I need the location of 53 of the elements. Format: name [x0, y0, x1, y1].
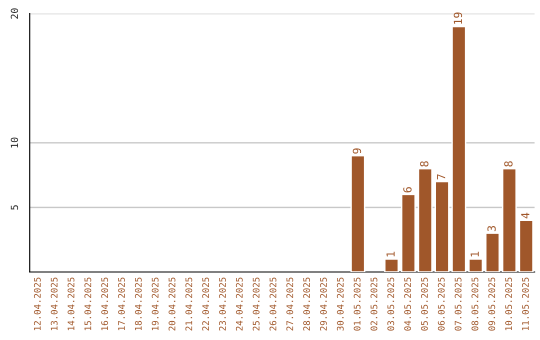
data-label: 7	[437, 174, 446, 180]
data-label: 19	[454, 12, 462, 24]
x-tick-label: 06.05.2025	[438, 278, 445, 331]
x-tick-label: 18.04.2025	[134, 278, 142, 330]
x-tick-label: 26.04.2025	[270, 278, 276, 331]
x-tick-label: 07.05.2025	[454, 278, 462, 331]
bar	[350, 155, 366, 272]
x-tick-label: 15.04.2025	[84, 278, 92, 330]
bar	[468, 258, 484, 272]
x-tick-label: 19.04.2025	[152, 278, 159, 330]
x-tick-label: 11.05.2025	[522, 278, 529, 330]
x-tick-label: 17.04.2025	[118, 278, 125, 330]
bar	[400, 194, 416, 272]
x-tick-label: 10.05.2025	[505, 278, 512, 330]
y-tick-label: 10	[10, 138, 18, 148]
x-tick-label: 20.04.2025	[168, 278, 176, 331]
x-tick-label: 08.05.2025	[472, 278, 478, 331]
x-tick-label: 21.04.2025	[185, 278, 192, 331]
x-tick-label: 03.05.2025	[387, 278, 394, 331]
bar	[418, 168, 433, 272]
data-label: 9	[352, 148, 362, 154]
data-label: 3	[487, 226, 496, 232]
x-tick-label: 29.04.2025	[320, 278, 327, 331]
x-tick-label: 22.04.2025	[202, 278, 210, 331]
x-tick-label: 25.04.2025	[252, 278, 260, 331]
data-label: 1	[386, 252, 395, 256]
y-tick-label: 20	[10, 8, 18, 19]
x-tick-label: 13.04.2025	[50, 278, 58, 330]
data-label: 8	[504, 161, 513, 167]
x-tick-label: 05.05.2025	[421, 278, 428, 331]
x-tick-label: 27.04.2025	[286, 278, 294, 331]
bar	[502, 168, 517, 272]
data-label: 4	[521, 212, 530, 218]
x-tick-label: 09.05.2025	[488, 278, 496, 331]
x-tick-label: 30.04.2025	[336, 278, 344, 331]
bar	[384, 258, 399, 272]
x-tick-label: 28.04.2025	[303, 278, 310, 331]
data-label: 8	[420, 161, 428, 167]
bar	[451, 26, 466, 272]
x-tick-label: 24.04.2025	[236, 278, 243, 331]
x-tick-label: 23.04.2025	[219, 278, 226, 331]
bar	[485, 232, 500, 272]
y-tick-label: 5	[10, 205, 18, 210]
x-tick-label: 16.04.2025	[101, 278, 108, 330]
x-tick-label: 04.05.2025	[404, 278, 412, 331]
bar	[518, 220, 534, 272]
data-label: 1	[470, 252, 479, 256]
x-tick-label: 01.05.2025	[354, 278, 361, 331]
x-tick-label: 12.04.2025	[34, 278, 41, 330]
data-label: 6	[403, 187, 412, 192]
x-tick-label: 14.04.2025	[68, 278, 74, 330]
bar	[434, 180, 450, 272]
x-tick-label: 02.05.2025	[370, 278, 378, 331]
